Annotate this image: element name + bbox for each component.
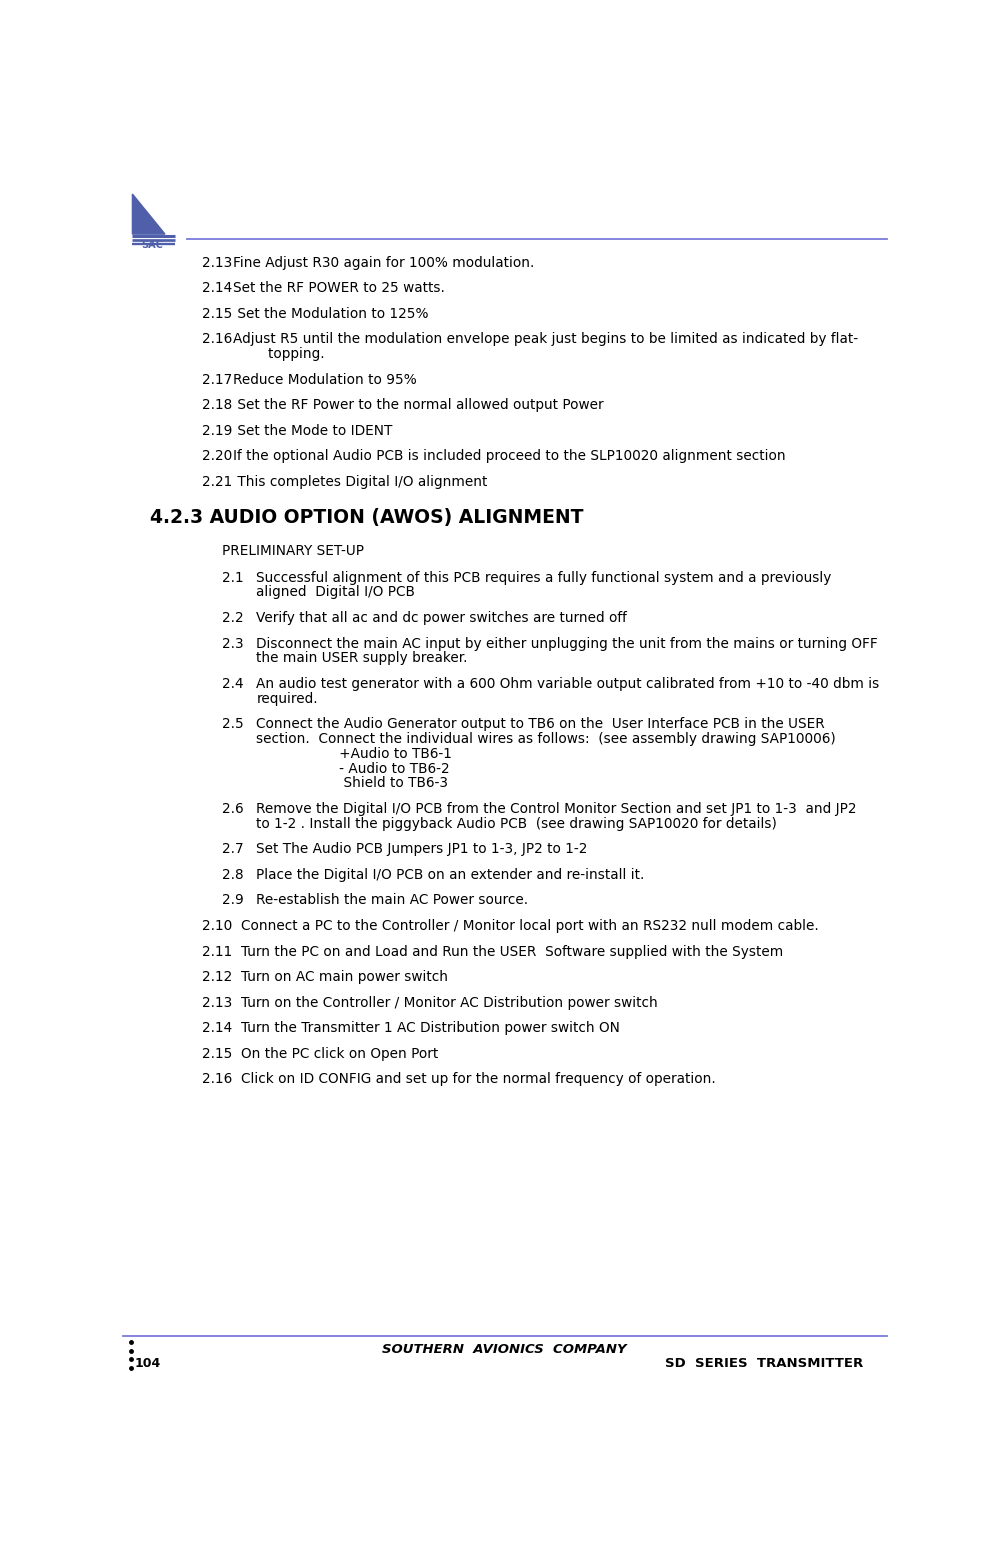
Text: 2.2: 2.2 xyxy=(223,610,244,624)
Text: 2.3: 2.3 xyxy=(223,637,244,651)
Text: This completes Digital I/O alignment: This completes Digital I/O alignment xyxy=(233,475,488,489)
Text: aligned  Digital I/O PCB: aligned Digital I/O PCB xyxy=(256,585,416,599)
Text: 2.13: 2.13 xyxy=(202,995,232,1009)
Text: 104: 104 xyxy=(135,1357,161,1370)
Text: Verify that all ac and dc power switches are turned off: Verify that all ac and dc power switches… xyxy=(256,610,627,624)
Text: 2.1: 2.1 xyxy=(223,570,244,584)
Text: 2.6: 2.6 xyxy=(223,801,244,815)
Text: +Audio to TB6-1: +Audio to TB6-1 xyxy=(256,747,452,761)
Text: SOUTHERN  AVIONICS  COMPANY: SOUTHERN AVIONICS COMPANY xyxy=(382,1342,627,1356)
Text: 2.20: 2.20 xyxy=(202,449,232,463)
Text: 2.21: 2.21 xyxy=(202,475,232,489)
Text: Adjust R5 until the modulation envelope peak just begins to be limited as indica: Adjust R5 until the modulation envelope … xyxy=(233,332,858,346)
Text: Remove the Digital I/O PCB from the Control Monitor Section and set JP1 to 1-3  : Remove the Digital I/O PCB from the Cont… xyxy=(256,801,857,815)
Text: - Audio to TB6-2: - Audio to TB6-2 xyxy=(256,761,450,775)
Text: 2.11: 2.11 xyxy=(202,944,232,958)
Text: 2.8: 2.8 xyxy=(223,868,244,882)
Text: 2.16: 2.16 xyxy=(202,332,232,346)
Text: 2.12: 2.12 xyxy=(202,971,232,985)
Text: SAC: SAC xyxy=(142,239,164,250)
Text: Turn the PC on and Load and Run the USER  Software supplied with the System: Turn the PC on and Load and Run the USER… xyxy=(241,944,783,958)
Text: 2.15: 2.15 xyxy=(202,307,232,321)
Polygon shape xyxy=(132,194,164,235)
Text: 4.2.3 AUDIO OPTION (AWOS) ALIGNMENT: 4.2.3 AUDIO OPTION (AWOS) ALIGNMENT xyxy=(151,508,584,526)
Text: 2.7: 2.7 xyxy=(223,842,244,856)
Text: Re-establish the main AC Power source.: Re-establish the main AC Power source. xyxy=(256,893,529,907)
Text: If the optional Audio PCB is included proceed to the SLP10020 alignment section: If the optional Audio PCB is included pr… xyxy=(233,449,786,463)
Text: An audio test generator with a 600 Ohm variable output calibrated from +10 to -4: An audio test generator with a 600 Ohm v… xyxy=(256,677,880,691)
Text: 2.15: 2.15 xyxy=(202,1047,232,1061)
Text: the main USER supply breaker.: the main USER supply breaker. xyxy=(256,651,468,665)
Text: 2.5: 2.5 xyxy=(223,717,244,731)
Text: 2.14: 2.14 xyxy=(202,1022,232,1036)
Text: On the PC click on Open Port: On the PC click on Open Port xyxy=(241,1047,438,1061)
Text: Set the Modulation to 125%: Set the Modulation to 125% xyxy=(233,307,428,321)
Text: 2.4: 2.4 xyxy=(223,677,244,691)
Text: Set the RF POWER to 25 watts.: Set the RF POWER to 25 watts. xyxy=(233,281,445,295)
Text: PRELIMINARY SET-UP: PRELIMINARY SET-UP xyxy=(223,544,364,558)
Text: Place the Digital I/O PCB on an extender and re-install it.: Place the Digital I/O PCB on an extender… xyxy=(256,868,645,882)
Text: 2.18: 2.18 xyxy=(202,398,232,412)
Text: 2.9: 2.9 xyxy=(223,893,244,907)
Text: Reduce Modulation to 95%: Reduce Modulation to 95% xyxy=(233,373,417,387)
Text: section.  Connect the individual wires as follows:  (see assembly drawing SAP100: section. Connect the individual wires as… xyxy=(256,731,836,745)
Text: SD  SERIES  TRANSMITTER: SD SERIES TRANSMITTER xyxy=(665,1357,863,1370)
Text: Set the RF Power to the normal allowed output Power: Set the RF Power to the normal allowed o… xyxy=(233,398,604,412)
Text: Shield to TB6-3: Shield to TB6-3 xyxy=(256,776,448,790)
Text: Connect the Audio Generator output to TB6 on the  User Interface PCB in the USER: Connect the Audio Generator output to TB… xyxy=(256,717,825,731)
Text: Turn the Transmitter 1 AC Distribution power switch ON: Turn the Transmitter 1 AC Distribution p… xyxy=(241,1022,620,1036)
Text: to 1-2 . Install the piggyback Audio PCB  (see drawing SAP10020 for details): to 1-2 . Install the piggyback Audio PCB… xyxy=(256,817,777,831)
Text: 2.14: 2.14 xyxy=(202,281,232,295)
Text: 2.17: 2.17 xyxy=(202,373,232,387)
Text: Turn on AC main power switch: Turn on AC main power switch xyxy=(241,971,448,985)
Text: 2.10: 2.10 xyxy=(202,919,232,933)
Text: Fine Adjust R30 again for 100% modulation.: Fine Adjust R30 again for 100% modulatio… xyxy=(233,256,535,270)
Text: Disconnect the main AC input by either unplugging the unit from the mains or tur: Disconnect the main AC input by either u… xyxy=(256,637,879,651)
Text: Set The Audio PCB Jumpers JP1 to 1-3, JP2 to 1-2: Set The Audio PCB Jumpers JP1 to 1-3, JP… xyxy=(256,842,588,856)
Text: Successful alignment of this PCB requires a fully functional system and a previo: Successful alignment of this PCB require… xyxy=(256,570,831,584)
Text: Connect a PC to the Controller / Monitor local port with an RS232 null modem cab: Connect a PC to the Controller / Monitor… xyxy=(241,919,819,933)
Text: 2.19: 2.19 xyxy=(202,424,232,438)
Text: 2.16: 2.16 xyxy=(202,1072,232,1086)
Text: topping.: topping. xyxy=(233,348,325,362)
Text: Turn on the Controller / Monitor AC Distribution power switch: Turn on the Controller / Monitor AC Dist… xyxy=(241,995,658,1009)
Text: 2.13: 2.13 xyxy=(202,256,232,270)
Text: Click on ID CONFIG and set up for the normal frequency of operation.: Click on ID CONFIG and set up for the no… xyxy=(241,1072,716,1086)
Text: required.: required. xyxy=(256,691,318,705)
Text: Set the Mode to IDENT: Set the Mode to IDENT xyxy=(233,424,393,438)
